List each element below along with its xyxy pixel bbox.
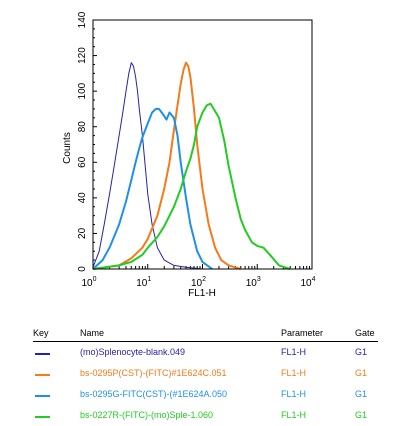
y-tick-label: 100	[77, 82, 88, 99]
y-tick-label: 20	[77, 227, 88, 239]
series-line	[92, 61, 242, 270]
key-row-gate: G1	[355, 347, 368, 357]
key-swatch-line	[35, 416, 50, 418]
y-axis-ticks: 0 20 40 60 80 100 120 140	[77, 11, 97, 272]
x-tick-base: 10	[300, 278, 312, 289]
y-tick-label: 0	[77, 266, 88, 272]
key-row-gate: G1	[355, 389, 368, 399]
x-tick-exponent: 3	[257, 276, 261, 283]
key-row-parameter: FL1-H	[281, 368, 307, 378]
x-tick-label: 102	[191, 276, 206, 289]
key-row-name: (mo)Splenocyte-blank.049	[80, 347, 186, 357]
key-row-name: bs-0227R-(FITC)-(mo)Sple-1.060	[80, 410, 214, 420]
x-tick-label: 100	[81, 276, 96, 289]
x-tick-label: 103	[246, 276, 261, 289]
key-header-key: Key	[33, 328, 49, 338]
key-swatch-line	[35, 353, 50, 355]
x-axis-ticks: 100 101 102 103 104	[81, 264, 316, 289]
x-tick-base: 10	[81, 278, 93, 289]
series-line	[92, 107, 213, 270]
x-tick-base: 10	[246, 278, 258, 289]
x-tick-exponent: 0	[93, 276, 97, 283]
key-header-parameter: Parameter	[281, 328, 324, 338]
key-row-gate: G1	[355, 410, 368, 420]
key-header-name: Name	[80, 328, 105, 338]
key-row: bs-0295G-FITC(CST)-(#1E624A.050 FL1-H G1	[33, 384, 378, 405]
key-rows: (mo)Splenocyte-blank.049 FL1-H G1 bs-029…	[33, 342, 378, 426]
x-tick-exponent: 1	[147, 276, 151, 283]
key-row-parameter: FL1-H	[281, 347, 307, 357]
key-swatch-line	[35, 395, 50, 397]
y-tick-label: 60	[77, 156, 88, 168]
x-tick-base: 10	[191, 278, 203, 289]
key-row-gate: G1	[355, 368, 368, 378]
series-line	[92, 62, 203, 270]
y-tick-label: 40	[77, 192, 88, 204]
key-table: Key Name Parameter Gate (mo)Splenocyte-b…	[33, 327, 378, 426]
y-tick-label: 140	[77, 11, 88, 28]
x-tick-base: 10	[136, 278, 148, 289]
key-row: (mo)Splenocyte-blank.049 FL1-H G1	[33, 342, 378, 363]
x-tick-label: 104	[300, 276, 315, 289]
x-tick-label: 101	[136, 276, 151, 289]
key-row-name: bs-0295G-FITC(CST)-(#1E624A.050	[80, 389, 228, 399]
x-axis-label: FL1-H	[188, 288, 216, 299]
key-row-parameter: FL1-H	[281, 389, 307, 399]
key-swatch-line	[35, 374, 50, 376]
x-tick-exponent: 4	[312, 276, 316, 283]
y-tick-label: 80	[77, 121, 88, 133]
x-tick-exponent: 2	[202, 276, 206, 283]
key-header-gate: Gate	[355, 328, 375, 338]
key-row: bs-0295P(CST)-(FITC)#1E624C.051 FL1-H G1	[33, 363, 378, 384]
key-row-name: bs-0295P(CST)-(FITC)#1E624C.051	[80, 368, 227, 378]
y-axis-label: Counts	[62, 132, 73, 164]
series-line	[92, 102, 291, 270]
plot-frame	[92, 19, 313, 270]
series-group	[92, 61, 291, 270]
key-row: bs-0227R-(FITC)-(mo)Sple-1.060 FL1-H G1	[33, 405, 378, 426]
key-row-parameter: FL1-H	[281, 410, 307, 420]
key-header: Key Name Parameter Gate	[33, 327, 378, 342]
y-tick-label: 120	[77, 47, 88, 64]
